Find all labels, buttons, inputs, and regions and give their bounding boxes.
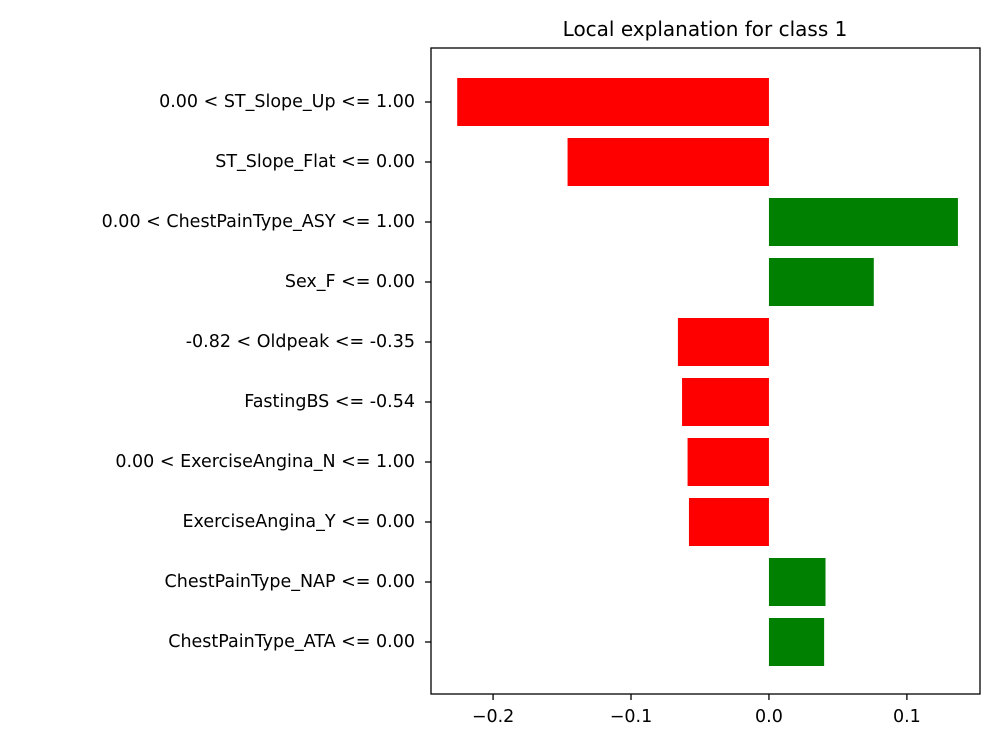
- x-tick-label-0: −0.2: [472, 707, 515, 727]
- bar-0: [457, 78, 769, 126]
- y-tick-label-3: Sex_F <= 0.00: [285, 272, 415, 292]
- x-tick-label-2: 0.0: [755, 707, 783, 727]
- y-tick-label-9: ChestPainType_ATA <= 0.00: [168, 632, 415, 652]
- plot-area-frame: [430, 47, 981, 695]
- y-tick-label-2: 0.00 < ChestPainType_ASY <= 1.00: [102, 212, 415, 232]
- y-tick-label-8: ChestPainType_NAP <= 0.00: [165, 572, 415, 592]
- bar-3: [768, 258, 874, 306]
- bar-8: [768, 558, 826, 606]
- bar-4: [677, 318, 769, 366]
- y-tick-label-4: -0.82 < Oldpeak <= -0.35: [186, 332, 415, 352]
- chart-title: Local explanation for class 1: [563, 17, 848, 41]
- y-tick-label-1: ST_Slope_Flat <= 0.00: [215, 152, 415, 172]
- bars-group: [457, 78, 958, 666]
- bar-1: [567, 138, 769, 186]
- y-tick-label-5: FastingBS <= -0.54: [244, 392, 415, 412]
- bar-5: [682, 378, 769, 426]
- x-tick-label-3: 0.1: [893, 707, 921, 727]
- y-tick-label-0: 0.00 < ST_Slope_Up <= 1.00: [159, 92, 415, 112]
- bar-6: [687, 438, 769, 486]
- bar-9: [768, 618, 825, 666]
- y-tick-label-6: 0.00 < ExerciseAngina_N <= 1.00: [115, 452, 415, 472]
- y-tick-label-7: ExerciseAngina_Y <= 0.00: [182, 512, 415, 532]
- y-tick-labels: 0.00 < ST_Slope_Up <= 1.00 ST_Slope_Flat …: [102, 92, 431, 652]
- bar-7: [688, 498, 769, 546]
- bar-2: [768, 198, 958, 246]
- x-ticks: −0.2 −0.1 0.0 0.1: [472, 694, 921, 727]
- x-tick-label-1: −0.1: [610, 707, 653, 727]
